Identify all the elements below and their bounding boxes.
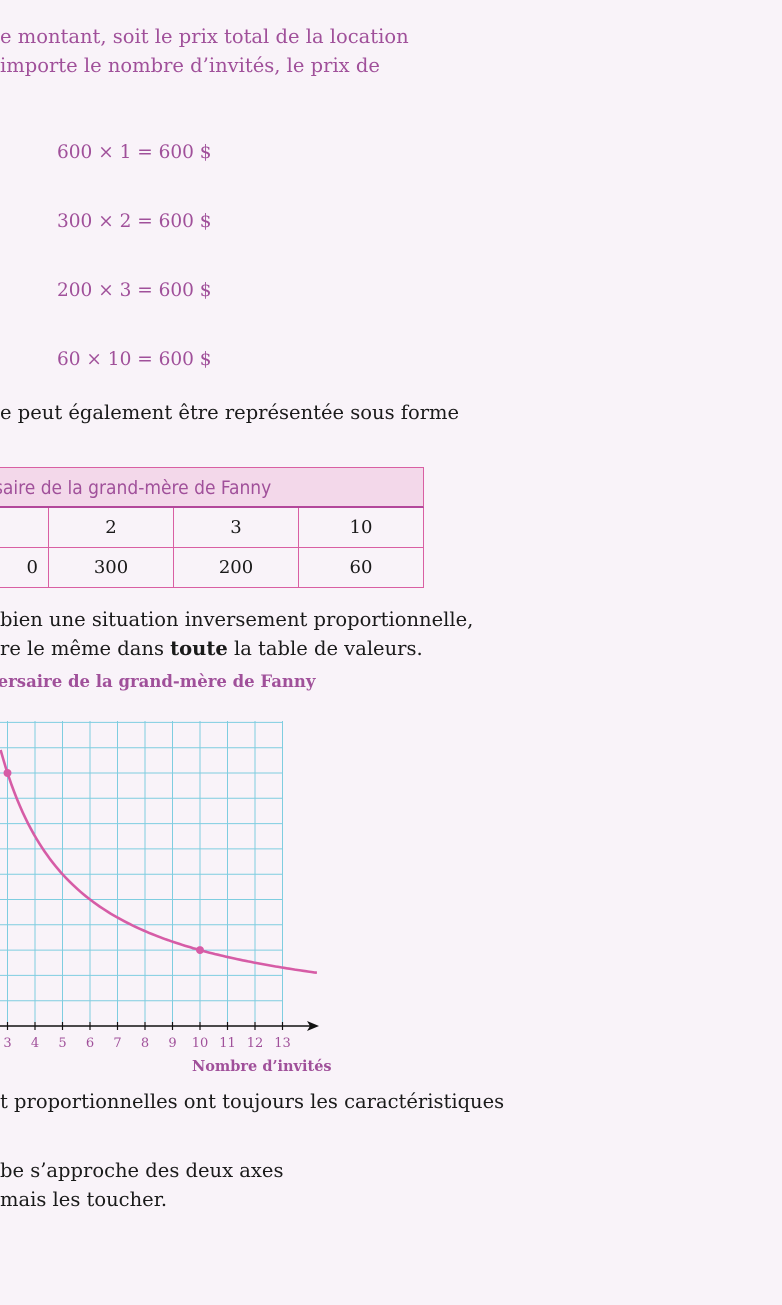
chart-title: versaire de la grand-mère de Fanny [0, 672, 316, 691]
x-tick-label: 12 [247, 1036, 264, 1051]
data-point [196, 946, 204, 955]
table-cell: 10 [299, 508, 424, 548]
characteristics-text: t proportionnelles ont toujours les cara… [0, 1090, 505, 1113]
x-tick-label: 5 [58, 1036, 66, 1051]
explanation-bold-word: toute [170, 637, 228, 660]
chart: 3 4 5 6 7 8 9 10 11 12 13 [0, 721, 319, 1051]
equation-4: 60 × 10 = 600 $ [57, 349, 212, 370]
x-tick-label: 10 [192, 1036, 209, 1051]
values-table: rsaire de la grand-mère de Fanny 2 3 10 … [0, 467, 424, 588]
explanation-text: re le même dans [0, 637, 171, 660]
x-tick-label: 3 [3, 1036, 11, 1051]
table-cell: 2 [49, 508, 174, 548]
table-cell: 0 [0, 548, 49, 588]
curve-line [0, 749, 318, 974]
table-intro-text: e peut également être représentée sous f… [0, 401, 460, 424]
x-tick-label: 9 [168, 1036, 176, 1051]
table-cell: 300 [49, 548, 174, 588]
explanation-line-2: re le même dans toute la table de valeur… [0, 634, 473, 663]
intro-line-2: importe le nombre d’invités, le prix de [0, 54, 380, 77]
x-tick-label: 4 [31, 1036, 39, 1051]
table-cell: 200 [174, 548, 299, 588]
explanation-line-1: bien une situation inversement proportio… [0, 608, 474, 631]
intro-line-1: e montant, soit le prix total de la loca… [0, 25, 409, 48]
equation-2: 300 × 2 = 600 $ [57, 211, 212, 232]
intro-paragraph: e montant, soit le prix total de la loca… [0, 22, 409, 80]
asymptote-paragraph: be s’approche des deux axes mais les tou… [0, 1156, 283, 1214]
table-cell [0, 508, 49, 548]
x-tick-label: 11 [219, 1036, 236, 1051]
table-row: 0 300 200 60 [0, 548, 424, 588]
table-title: rsaire de la grand-mère de Fanny [0, 467, 424, 508]
x-axis-label: Nombre d’invités [192, 1058, 332, 1075]
asymptote-line-1: be s’approche des deux axes [0, 1159, 284, 1182]
x-tick-label: 6 [86, 1036, 94, 1051]
x-tick-label: 8 [141, 1036, 149, 1051]
asymptote-line-2: mais les toucher. [0, 1188, 168, 1211]
equation-3: 200 × 3 = 600 $ [57, 280, 212, 301]
table-cell: 3 [174, 508, 299, 548]
explanation-paragraph: bien une situation inversement proportio… [0, 605, 473, 663]
equation-1: 600 × 1 = 600 $ [57, 142, 212, 163]
x-tick-label: 13 [274, 1036, 291, 1051]
table-cell: 60 [299, 548, 424, 588]
x-axis-arrow [307, 1021, 319, 1031]
table-row: 2 3 10 [0, 508, 424, 548]
explanation-text: la table de valeurs. [227, 637, 423, 660]
x-tick-label: 7 [113, 1036, 121, 1051]
data-point [3, 769, 12, 777]
